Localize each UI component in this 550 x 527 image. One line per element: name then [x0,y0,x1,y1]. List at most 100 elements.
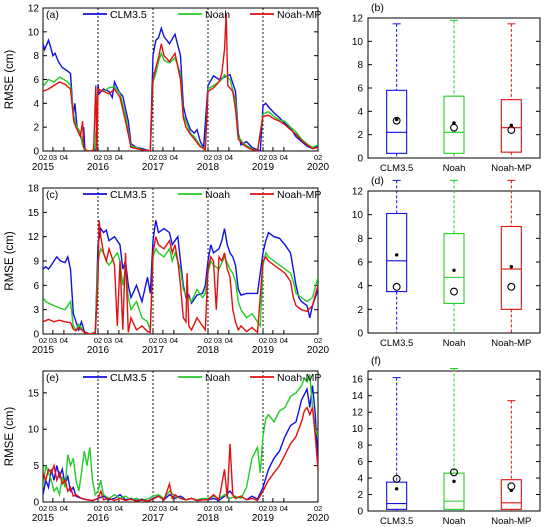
panel-label: (b) [371,2,384,14]
panel-label: (a) [46,9,59,21]
y-tick-label: 10 [352,210,364,221]
y-tick-label: 2 [33,123,39,134]
box-iqr [443,472,465,510]
boxplot-panel: 0 2 4 6 8 10 12 CLM3.5 Noah Noah-MP (d) [352,175,541,349]
x-year-label: 2020 [307,345,330,356]
x-year-label: 2020 [307,513,330,524]
y-tick-label: 12 [352,187,364,198]
x-month-label: 02 [259,336,267,345]
box-iqr [386,481,408,510]
category-label: Noah-MP [491,516,531,527]
x-year-label: 2016 [87,162,110,173]
series-line-noah [43,374,318,502]
y-tick-label: 18 [28,184,40,195]
x-month-label: 02 [149,504,157,513]
y-tick-label: 8 [357,234,363,245]
x-year-label: 2017 [142,162,165,173]
y-tick-label: 10 [352,37,364,48]
y-tick-label: 0 [357,154,363,165]
x-month-label: 03 [49,336,57,345]
x-year-label: 2015 [32,345,55,356]
x-year-label: 2017 [142,345,165,356]
x-month-label: 04 [60,504,68,513]
x-month-label: 02 [204,336,212,345]
legend-label: CLM3.5 [110,9,147,21]
y-axis-label: RMSE (cm) [4,231,16,291]
category-label: CLM3.5 [380,163,413,174]
y-tick-label: 8 [33,51,39,62]
x-month-label: 03 [104,504,112,513]
x-year-label: 2016 [87,513,110,524]
series-line-noah [43,51,318,151]
x-month-label: 02 [204,504,212,513]
x-month-label: 03 [49,504,57,513]
series-line-noahmp [43,220,318,334]
category-label: Noah-MP [491,163,531,174]
x-month-label: 02 [94,153,102,162]
y-tick-label: 6 [357,457,363,468]
box-mean-dot [452,268,456,272]
y-tick-label: 0 [33,147,39,158]
legend-label: CLM3.5 [110,372,147,384]
y-tick-label: 9 [33,257,39,268]
boxplot-panel: 0 2 4 6 8 10 12 CLM3.5 Noah Noah-MP (b) [352,2,541,174]
legend-label: Noah-MP [277,9,321,21]
x-month-label: 02 [149,336,157,345]
y-tick-label: 0 [33,330,39,341]
x-month-label: 03 [104,336,112,345]
x-month-label: 04 [60,153,68,162]
x-month-label: 02 [39,153,47,162]
y-tick-label: 3 [33,305,39,316]
y-tick-label: 6 [357,258,363,269]
y-tick-label: 12 [352,14,364,25]
x-year-label: 2019 [252,513,275,524]
x-month-label: 04 [280,504,288,513]
x-month-label: 04 [115,153,123,162]
panel-label: (f) [371,355,381,367]
x-month-label: 03 [159,153,167,162]
y-tick-label: 4 [357,281,363,292]
box-circle-marker [450,287,458,296]
box-iqr [386,212,408,293]
box-iqr [500,479,522,510]
x-month-label: 04 [170,504,178,513]
x-month-label: 02 [94,336,102,345]
x-month-label: 03 [269,336,277,345]
x-month-label: 02 [259,153,267,162]
x-month-label: 02 [39,504,47,513]
x-month-label: 02 [314,336,322,345]
x-month-label: 04 [280,153,288,162]
y-tick-label: 12 [28,4,40,15]
box-circle-marker [392,282,401,291]
legend-label: Noah [205,189,230,201]
y-axis-label: RMSE (cm) [4,50,16,110]
x-year-label: 2016 [87,345,110,356]
box-mean-dot [394,117,399,122]
x-month-label: 02 [314,153,322,162]
y-tick-label: 0 [357,329,363,340]
x-month-label: 02 [39,336,47,345]
series-line-clm35 [43,220,318,334]
y-tick-label: 10 [28,425,40,436]
series-line-clm35 [43,385,318,502]
x-month-label: 04 [60,336,68,345]
box-circle-marker [507,482,516,491]
x-month-label: 02 [259,504,267,513]
x-month-label: 03 [214,336,222,345]
x-year-label: 2018 [197,513,220,524]
box-mean-dot [452,479,456,484]
box-circle-marker [392,474,401,483]
box-mean-dot [394,253,399,257]
box-mean-dot [509,123,514,128]
y-tick-label: 15 [28,388,40,399]
box-mean-dot [509,488,514,493]
y-tick-label: 6 [33,281,39,292]
y-tick-label: 4 [357,474,363,485]
y-tick-label: 4 [33,99,39,110]
y-tick-label: 6 [357,84,363,95]
x-year-label: 2015 [32,162,55,173]
x-month-label: 03 [159,504,167,513]
